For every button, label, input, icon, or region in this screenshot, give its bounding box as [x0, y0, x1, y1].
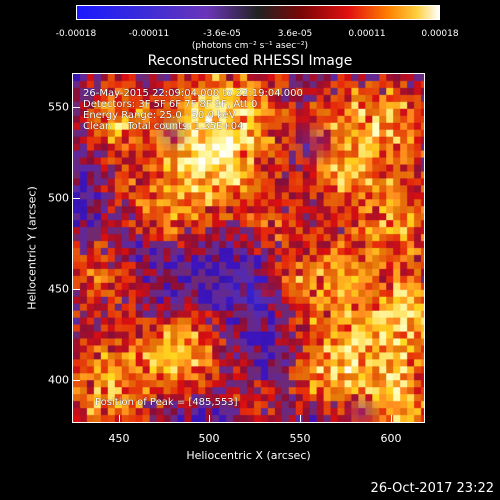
colorbar-tick-label: -0.00018 — [55, 29, 97, 39]
y-tick-mark — [72, 380, 80, 381]
peak-position-annotation: Position of Peak = [485,553] — [95, 397, 238, 408]
x-tick-mark — [391, 415, 392, 423]
plot-title: Reconstructed RHESSI Image — [147, 53, 353, 69]
x-tick-mark — [209, 415, 210, 423]
y-tick-mark — [72, 198, 80, 199]
colorbar-tick-label: 0.00018 — [421, 29, 459, 39]
clean-annotation: Clean Total counts: 1.35E+04 — [83, 121, 244, 132]
colorbar-tick-label: -0.00011 — [128, 29, 170, 39]
colorbar-tick-label: 3.6e-05 — [277, 29, 313, 39]
colorbar-units: (photons cm⁻² s⁻¹ asec⁻²) — [191, 41, 309, 51]
x-tick-label: 450 — [108, 432, 130, 445]
x-tick-label: 600 — [380, 432, 402, 445]
x-tick-mark — [119, 415, 120, 423]
detectors-annotation: Detectors: 3F 5F 6F 7F 8F 9F, Att 0 — [83, 99, 258, 110]
rhessi-heatmap — [73, 74, 424, 422]
y-tick-label: 500 — [48, 191, 69, 205]
colorbar-tick-label: -3.6e-05 — [203, 29, 241, 39]
y-tick-label: 450 — [48, 282, 69, 296]
time-range-annotation: 26-May-2015 22:09:04.000 to 22:19:04.000 — [83, 88, 303, 99]
y-axis-label: Heliocentric Y (arcsec) — [25, 186, 39, 310]
colorbar — [76, 5, 440, 20]
y-tick-mark — [72, 289, 80, 290]
image-plot: 26-May-2015 22:09:04.000 to 22:19:04.000… — [72, 73, 425, 423]
timestamp: 26-Oct-2017 23:22 — [370, 481, 494, 496]
y-tick-label: 550 — [48, 100, 69, 114]
energy-range-annotation: Energy Range: 25.0 - 50.0 keV — [83, 110, 236, 121]
x-tick-label: 550 — [289, 432, 311, 445]
colorbar-tick-label: 0.00011 — [348, 29, 386, 39]
x-axis-label: Heliocentric X (arcsec) — [186, 449, 311, 462]
x-tick-label: 500 — [198, 432, 220, 445]
y-tick-label: 400 — [48, 373, 69, 387]
y-tick-mark — [72, 107, 80, 108]
x-tick-mark — [300, 415, 301, 423]
